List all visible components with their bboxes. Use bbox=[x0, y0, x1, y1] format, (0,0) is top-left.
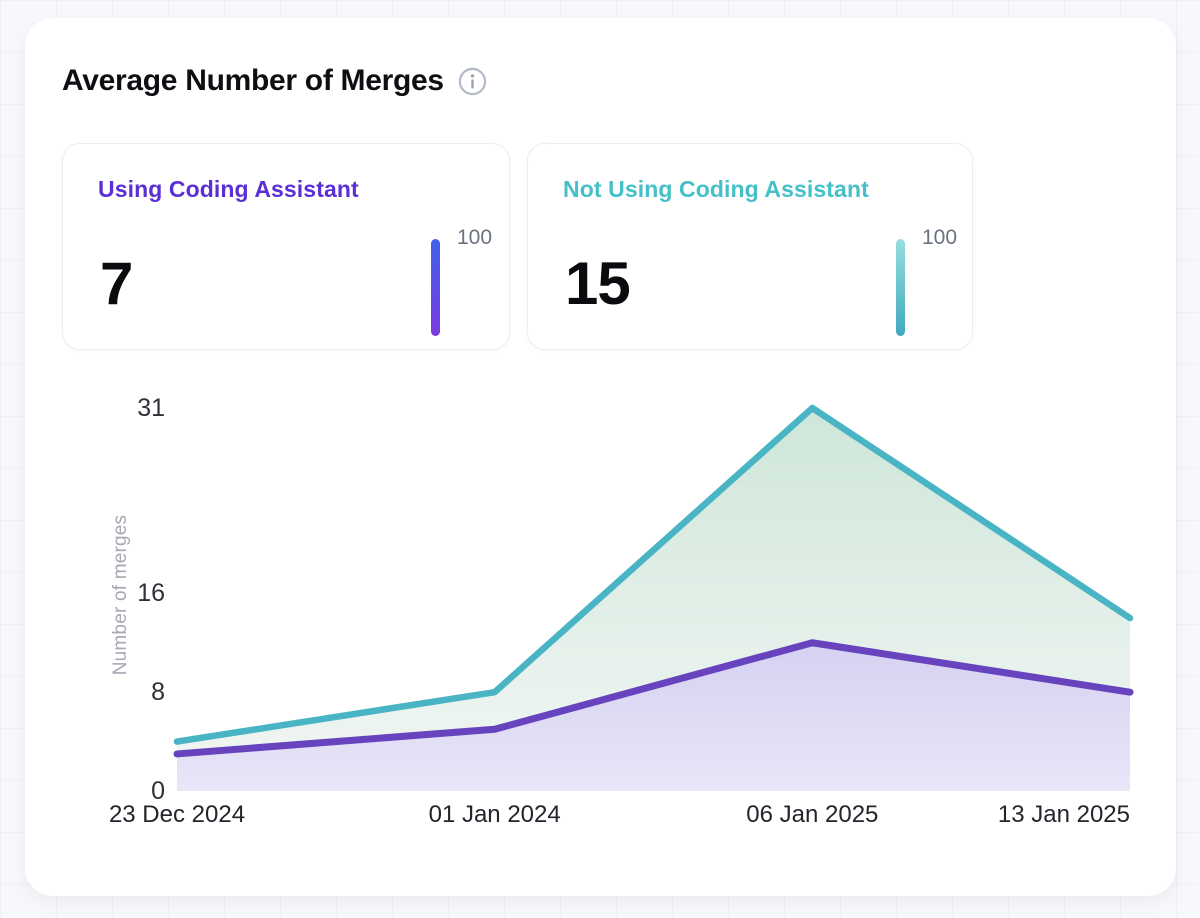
stat-scale-max: 100 bbox=[457, 226, 493, 249]
stat-label: Not Using Coding Assistant bbox=[563, 176, 869, 202]
y-tick-label: 16 bbox=[137, 579, 165, 608]
x-tick-label: 06 Jan 2025 bbox=[746, 801, 879, 828]
stat-value: 15 bbox=[565, 250, 631, 317]
stat-label: Using Coding Assistant bbox=[98, 176, 359, 202]
dashboard-card: Average Number of Merges Using Coding As… bbox=[25, 18, 1176, 896]
y-tick-label: 8 bbox=[151, 678, 165, 707]
x-tick-label: 01 Jan 2024 bbox=[428, 801, 561, 828]
stat-value: 7 bbox=[100, 250, 133, 317]
y-tick-label: 31 bbox=[137, 394, 165, 422]
stat-scale-bar bbox=[431, 239, 440, 336]
stat-scale-bar bbox=[896, 239, 905, 336]
info-icon[interactable] bbox=[458, 67, 487, 96]
stat-cards-row: Using Coding Assistant 7 100 Not Using C… bbox=[62, 143, 973, 350]
series-line-0 bbox=[173, 639, 1134, 758]
area-chart[interactable] bbox=[173, 404, 1134, 791]
stat-card-using-assistant: Using Coding Assistant 7 100 bbox=[62, 143, 510, 350]
y-tick-label: 0 bbox=[151, 777, 165, 805]
stat-card-not-using-assistant: Not Using Coding Assistant 15 100 bbox=[527, 143, 973, 350]
card-header: Average Number of Merges bbox=[62, 64, 487, 98]
series-line-1 bbox=[173, 404, 1134, 745]
area-fill-0 bbox=[177, 642, 1130, 791]
x-tick-label: 23 Dec 2024 bbox=[108, 801, 246, 828]
stat-scale-max: 100 bbox=[922, 226, 958, 249]
page-title: Average Number of Merges bbox=[62, 64, 444, 97]
x-tick-label: 13 Jan 2025 bbox=[997, 801, 1130, 828]
